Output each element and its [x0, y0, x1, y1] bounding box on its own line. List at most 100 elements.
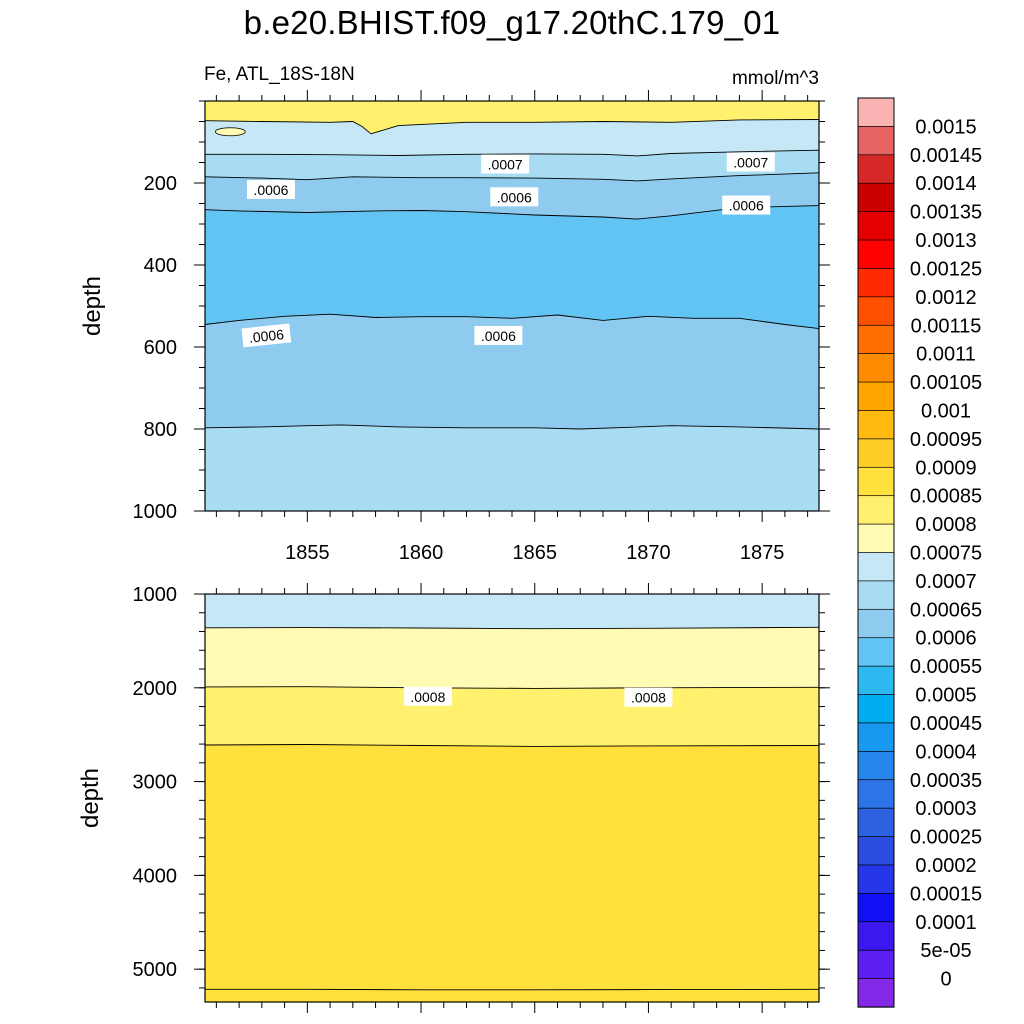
- x-tick-label: 1860: [399, 542, 444, 564]
- colorbar-label: 0.00055: [910, 656, 982, 678]
- contour-label-text: .0007: [488, 157, 523, 173]
- colorbar-label: 0.0002: [915, 855, 976, 877]
- contour-line: [205, 205, 819, 220]
- x-tick-label: 1870: [626, 542, 671, 564]
- contour-label-text: .0008: [631, 690, 666, 706]
- colorbar-swatch: [857, 893, 895, 923]
- x-tick-label: 1865: [512, 542, 557, 564]
- contour-label-box: [722, 195, 771, 215]
- colorbar-swatch: [857, 580, 895, 610]
- colorbar-label: 0.0006: [915, 628, 976, 650]
- colorbar-label: 0.00125: [910, 258, 982, 280]
- colorbar-label: 0.00095: [910, 429, 982, 451]
- contour-label: .0006: [241, 323, 292, 348]
- contour-line: [205, 686, 819, 689]
- y-tick-label: 600: [144, 337, 177, 359]
- colorbar-label: 0.00015: [910, 883, 982, 905]
- colorbar-label: 0.00085: [910, 486, 982, 508]
- colorbar-swatch: [857, 552, 895, 582]
- variable-label: Fe, ATL_18S-18N: [204, 64, 355, 85]
- contour-label-text: .0006: [248, 326, 285, 346]
- colorbar-label: 0.00035: [910, 770, 982, 792]
- colorbar-label: 0.00075: [910, 543, 982, 565]
- fill-region: [205, 744, 819, 1002]
- contour-label-box: [490, 187, 539, 207]
- colorbar-swatch: [857, 779, 895, 809]
- contour-label-box: [403, 686, 452, 706]
- colorbar-label: 0.00025: [910, 827, 982, 849]
- units-label: mmol/m^3: [731, 68, 819, 89]
- contour-label: .0006: [474, 325, 523, 345]
- svg-text:depth: depth: [77, 768, 104, 828]
- colorbar-label: 0.0015: [915, 116, 976, 138]
- colorbar-swatch: [857, 353, 895, 383]
- contour-label-text: .0006: [729, 198, 764, 214]
- colorbar-label: 0.00115: [911, 315, 982, 337]
- colorbar-swatch: [857, 381, 895, 412]
- colorbar-swatch: [857, 239, 895, 270]
- x-tick-label: 1855: [285, 542, 330, 564]
- contour-label-box: [624, 687, 673, 707]
- y-axis-label-lower: depth: [77, 768, 104, 828]
- colorbar-label: 0.00145: [910, 145, 982, 167]
- contour-line: [205, 119, 819, 135]
- chart-title: b.e20.BHIST.f09_g17.20thC.179_01: [243, 4, 781, 41]
- colorbar: 0.0015 0.00145 0.0014 0.00135 0.0013 0.00125 0…: [857, 97, 982, 1008]
- y-tick-label: 1000: [133, 501, 178, 523]
- colorbar-label: 0.00045: [910, 713, 982, 735]
- contour-lines: [205, 626, 819, 991]
- contour-lines: [205, 119, 819, 430]
- lower-panel: .0008 .0008 1000 2000 3000 4000 5000: [133, 583, 830, 1013]
- y-tick-label: 400: [144, 255, 177, 277]
- contour-line: [205, 424, 819, 430]
- colorbar-swatch: [857, 949, 895, 980]
- colorbar-swatch: [857, 466, 895, 497]
- colorbar-label: 0.0009: [915, 457, 976, 479]
- contour-fills: [205, 594, 819, 1002]
- contour-line: [205, 313, 819, 330]
- x-tick-label: 1875: [740, 542, 785, 564]
- colorbar-swatch: [857, 438, 895, 468]
- fill-region: [205, 424, 819, 511]
- colorbar-swatch: [857, 836, 895, 866]
- colorbar-swatch: [857, 154, 895, 184]
- svg-text:depth: depth: [79, 276, 106, 336]
- colorbar-label: 0.00065: [910, 599, 982, 621]
- colorbar-swatch: [857, 126, 895, 156]
- colorbar-label: 0.0005: [915, 685, 976, 707]
- colorbar-swatch: [857, 750, 895, 781]
- contour-label: .0007: [481, 154, 530, 174]
- colorbar-label: 0.001: [921, 400, 971, 422]
- y-tick-label: 3000: [133, 772, 178, 794]
- contour-spot: [214, 127, 246, 137]
- fill-region: [205, 989, 819, 1002]
- colorbar-swatch: [857, 268, 895, 298]
- colorbar-label: 0.00135: [910, 202, 982, 224]
- contour-label-box: [726, 152, 775, 172]
- contour-label-box: [481, 154, 530, 174]
- contour-label-text: .0006: [253, 182, 288, 198]
- colorbar-swatch: [857, 211, 895, 241]
- colorbar-swatch: [857, 523, 895, 554]
- colorbar-swatch: [857, 722, 895, 752]
- y-tick-label: 2000: [133, 678, 178, 700]
- colorbar-swatch: [857, 864, 895, 895]
- contour-label: .0006: [722, 195, 771, 215]
- colorbar-label: 0.0012: [915, 287, 976, 309]
- colorbar-label: 0.0014: [915, 173, 976, 195]
- colorbar-label: 0.0013: [915, 230, 976, 252]
- contour-line: [205, 626, 819, 630]
- colorbar-label: 0.0011: [916, 344, 976, 366]
- y-tick-label: 5000: [133, 959, 178, 981]
- colorbar-swatch: [857, 182, 895, 213]
- colorbar-label: 0.0007: [915, 571, 976, 593]
- contour-label: .0008: [403, 686, 452, 706]
- colorbar-swatch: [857, 665, 895, 696]
- colorbar-label: 0.0003: [915, 798, 976, 820]
- upper-panel: .0007 .0007 .0006 .0006 .0006 .0006 .0006 1855 1…: [133, 90, 830, 564]
- colorbar-swatch: [857, 608, 895, 639]
- contour-label-text: .0006: [481, 328, 516, 344]
- y-tick-label: 800: [144, 419, 177, 441]
- contour-label-box: [241, 323, 292, 348]
- y-tick-label: 200: [144, 173, 177, 195]
